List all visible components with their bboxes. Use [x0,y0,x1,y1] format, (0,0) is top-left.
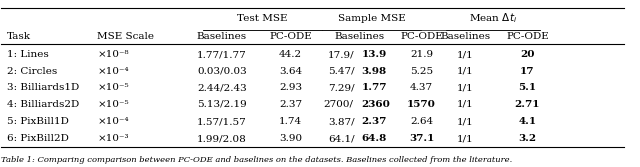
Text: Baselines: Baselines [334,32,384,41]
Text: 3: Billiards1D: 3: Billiards1D [7,83,79,92]
Text: PC-ODE: PC-ODE [400,32,443,41]
Text: 4.1: 4.1 [518,117,536,126]
Text: 2.44/2.43: 2.44/2.43 [197,83,247,92]
Text: 1/1: 1/1 [457,50,474,59]
Text: Baselines: Baselines [440,32,490,41]
Text: 2.71: 2.71 [515,100,540,109]
Text: ×10⁻⁵: ×10⁻⁵ [97,100,129,109]
Text: 1/1: 1/1 [457,67,474,76]
Text: 1.57/1.57: 1.57/1.57 [197,117,247,126]
Text: 5.25: 5.25 [410,67,433,76]
Text: 3.90: 3.90 [279,134,302,143]
Text: 1.99/2.08: 1.99/2.08 [197,134,247,143]
Text: 2.37: 2.37 [362,117,387,126]
Text: 2.37: 2.37 [279,100,302,109]
Text: 1.77: 1.77 [362,83,387,92]
Text: 3.98: 3.98 [362,67,387,76]
Text: 44.2: 44.2 [279,50,302,59]
Text: 5: PixBill1D: 5: PixBill1D [7,117,69,126]
Text: 64.8: 64.8 [362,134,387,143]
Text: 20: 20 [520,50,534,59]
Text: ×10⁻⁴: ×10⁻⁴ [97,117,129,126]
Text: 3.64: 3.64 [279,67,302,76]
Text: 3.87/: 3.87/ [328,117,355,126]
Text: ×10⁻⁸: ×10⁻⁸ [97,50,129,59]
Text: 2700/: 2700/ [324,100,354,109]
Text: 64.1/: 64.1/ [328,134,355,143]
Text: Baselines: Baselines [197,32,247,41]
Text: Task: Task [7,32,31,41]
Text: 5.1: 5.1 [518,83,536,92]
Text: 4: Billiards2D: 4: Billiards2D [7,100,79,109]
Text: ×10⁻³: ×10⁻³ [97,134,129,143]
Text: PC-ODE: PC-ODE [269,32,312,41]
Text: 3.2: 3.2 [518,134,536,143]
Text: 4.37: 4.37 [410,83,433,92]
Text: MSE Scale: MSE Scale [97,32,154,41]
Text: 1/1: 1/1 [457,83,474,92]
Text: 1.74: 1.74 [279,117,302,126]
Text: 7.29/: 7.29/ [328,83,355,92]
Text: ×10⁻⁵: ×10⁻⁵ [97,83,129,92]
Text: 5.47/: 5.47/ [328,67,355,76]
Text: 1/1: 1/1 [457,100,474,109]
Text: Mean $\Delta t_i$: Mean $\Delta t_i$ [469,11,517,25]
Text: PC-ODE: PC-ODE [506,32,549,41]
Text: 2.64: 2.64 [410,117,433,126]
Text: 37.1: 37.1 [409,134,434,143]
Text: Table 1: Comparing comparison between PC-ODE and baselines on the datasets. Base: Table 1: Comparing comparison between PC… [1,156,512,164]
Text: 5.13/2.19: 5.13/2.19 [197,100,247,109]
Text: ×10⁻⁴: ×10⁻⁴ [97,67,129,76]
Text: 1570: 1570 [407,100,436,109]
Text: 17.9/: 17.9/ [328,50,355,59]
Text: 1/1: 1/1 [457,134,474,143]
Text: 6: PixBill2D: 6: PixBill2D [7,134,69,143]
Text: 1: Lines: 1: Lines [7,50,49,59]
Text: 2: Circles: 2: Circles [7,67,57,76]
Text: 2360: 2360 [362,100,390,109]
Text: 21.9: 21.9 [410,50,433,59]
Text: 17: 17 [520,67,534,76]
Text: Test MSE: Test MSE [237,14,288,23]
Text: 0.03/0.03: 0.03/0.03 [197,67,247,76]
Text: 1/1: 1/1 [457,117,474,126]
Text: 1.77/1.77: 1.77/1.77 [197,50,247,59]
Text: 2.93: 2.93 [279,83,302,92]
Text: Sample MSE: Sample MSE [338,14,406,23]
Text: 13.9: 13.9 [362,50,387,59]
